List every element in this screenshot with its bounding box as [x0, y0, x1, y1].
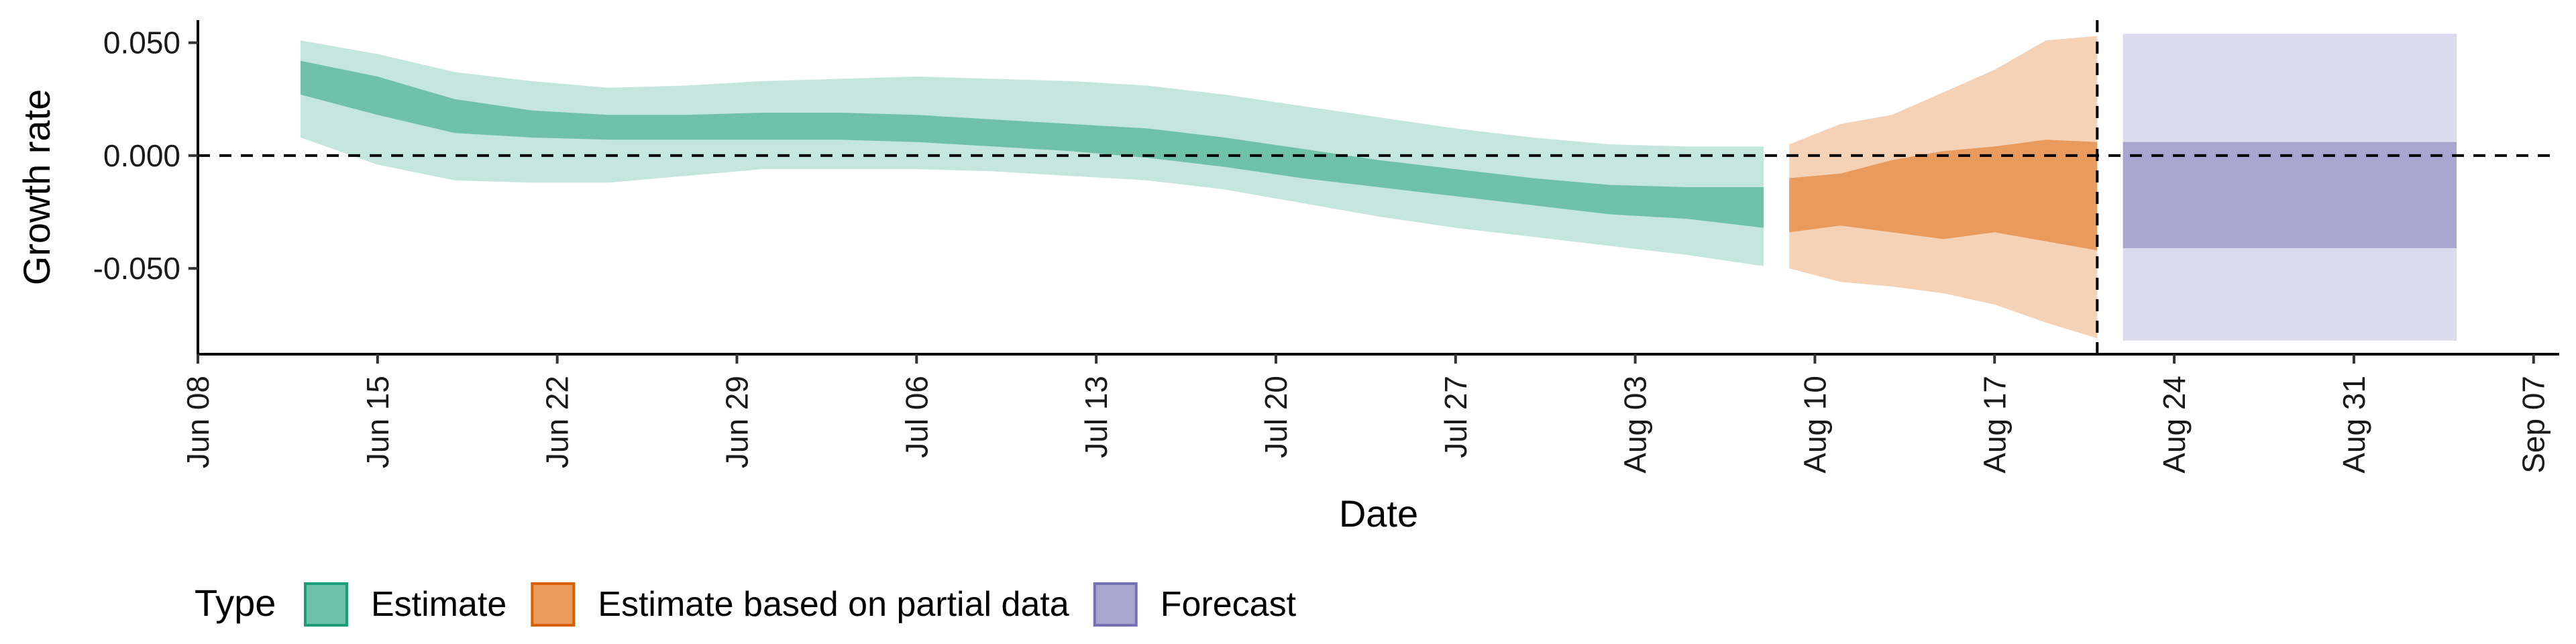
x-tick-label: Aug 10 — [1797, 376, 1832, 474]
legend-label-2: Forecast — [1161, 585, 1297, 624]
x-tick-label: Aug 24 — [2157, 376, 2192, 474]
x-tick-label: Jun 22 — [540, 376, 575, 468]
x-tick-label: Aug 31 — [2337, 376, 2371, 474]
legend-key-0 — [304, 582, 348, 627]
legend-title: Type — [195, 582, 276, 624]
x-tick-label: Jun 08 — [180, 376, 215, 468]
legend-key-2 — [1093, 582, 1138, 627]
x-tick-label: Aug 03 — [1618, 376, 1653, 474]
y-tick-label: 0.000 — [103, 138, 180, 173]
y-tick-label: 0.050 — [103, 25, 180, 60]
x-tick-label: Jun 29 — [719, 376, 754, 468]
outer-band-series-0 — [301, 40, 1764, 266]
x-tick-label: Jul 20 — [1258, 376, 1293, 458]
x-tick-label: Jun 15 — [360, 376, 395, 468]
y-axis-title: Growth rate — [15, 89, 58, 286]
x-tick-label: Aug 17 — [1977, 376, 2012, 474]
inner-band-series-1 — [1789, 140, 2098, 251]
ribbon-layer — [301, 34, 2457, 341]
inner-band-series-2 — [2123, 142, 2457, 248]
legend: Type Estimate Estimate based on partial da… — [195, 582, 1297, 627]
inner-band-series-0 — [301, 60, 1764, 228]
x-tick-label: Sep 07 — [2516, 376, 2551, 474]
x-tick-label: Jul 06 — [899, 376, 934, 458]
reference-lines — [198, 20, 2559, 354]
legend-label-0: Estimate — [371, 585, 506, 624]
y-tick-label: -0.050 — [93, 251, 180, 286]
axes: 0.050 0.000 -0.050 Jun 08 Jun 15 Jun 22 Jun 29… — [93, 20, 2559, 474]
x-tick-label: Jul 13 — [1079, 376, 1114, 458]
legend-label-1: Estimate based on partial data — [598, 585, 1069, 624]
legend-key-1 — [531, 582, 576, 627]
x-tick-label: Jul 27 — [1438, 376, 1473, 458]
x-axis-title: Date — [1339, 492, 1418, 535]
